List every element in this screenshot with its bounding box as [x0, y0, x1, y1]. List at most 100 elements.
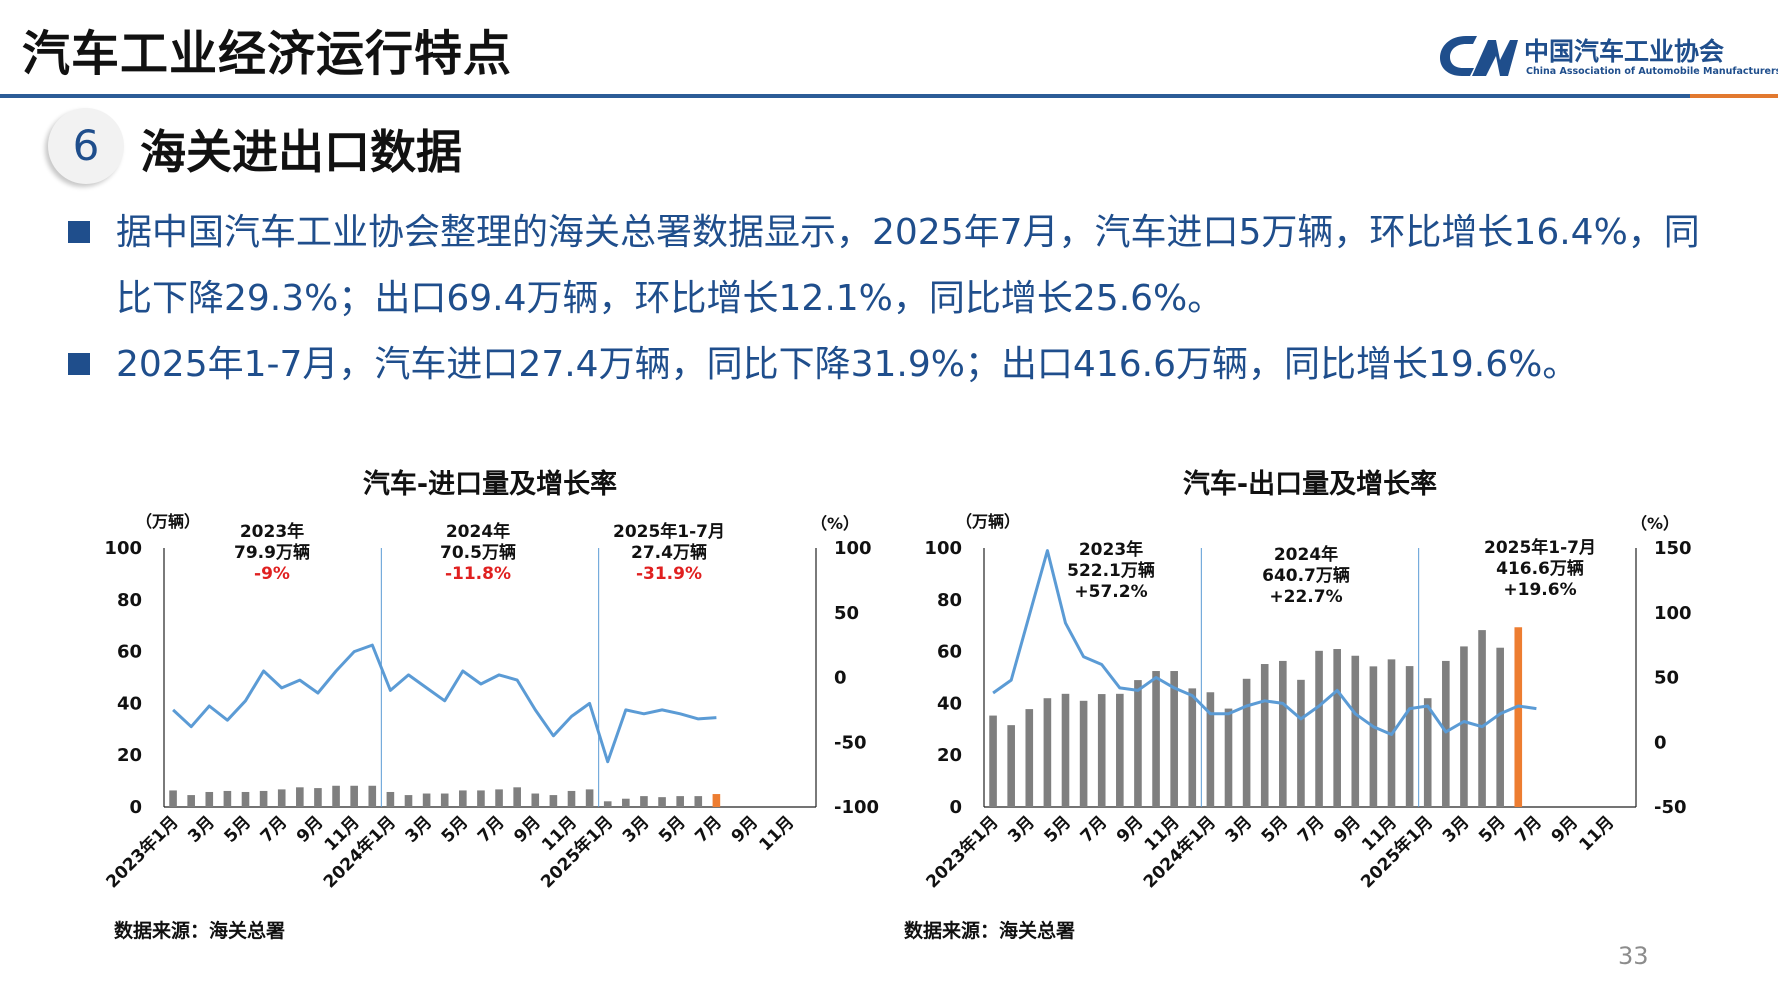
x-tick-label: 7月 [1511, 812, 1546, 847]
annotation-year: 2025年1-7月 [613, 521, 725, 542]
bar [440, 793, 449, 807]
export-chart-svg: 汽车-出口量及增长率 （万辆） （%） 0 20 40 60 80 100 -50 0 50 100 15… [922, 468, 1692, 893]
bar [531, 793, 540, 807]
right-axis-unit: （%） [1631, 514, 1679, 533]
page-title: 汽车工业经济运行特点 [22, 26, 513, 82]
import-chart-svg: 汽车-进口量及增长率 （万辆） （%） 0 20 40 60 80 100 -100 -50 0 50 1… [102, 468, 879, 893]
bar [622, 798, 630, 807]
export-chart-source: 数据来源：海关总署 [904, 920, 1076, 942]
x-tick-label: 5月 [1040, 812, 1075, 847]
x-tick-label: 5月 [655, 812, 690, 847]
caam-logo-icon [1440, 36, 1518, 76]
export-chart: 汽车-出口量及增长率 （万辆） （%） 0 20 40 60 80 100 -50 0 50 100 15… [888, 455, 1708, 955]
bar [658, 797, 666, 807]
bar [694, 796, 703, 807]
bar [1224, 708, 1233, 807]
x-tick-label: 5月 [1475, 812, 1510, 847]
x-tick-label: 7月 [1294, 812, 1329, 847]
x-tick-label: 3月 [1222, 812, 1257, 847]
bar [259, 790, 268, 807]
bar [1116, 693, 1124, 807]
bar [296, 787, 304, 807]
right-tick-label: 150 [1654, 538, 1692, 559]
bar [314, 788, 322, 807]
annotation-volume: 70.5万辆 [440, 542, 516, 563]
logo-name-en: China Association of Automobile Manufact… [1526, 66, 1778, 77]
import-chart: 汽车-进口量及增长率 （万辆） （%） 0 20 40 60 80 100 -100 -50 0 50 1… [72, 455, 892, 955]
bar [640, 796, 648, 807]
bar [1061, 693, 1070, 807]
left-axis-unit: （万辆） [956, 512, 1020, 531]
bar [1514, 627, 1523, 807]
bullet-text: 2025年1-7月，汽车进口27.4万辆，同比下降31.9%；出口416.6万辆… [116, 344, 1579, 385]
bar [676, 796, 684, 807]
bar [1043, 698, 1052, 807]
x-tick-label: 11月 [755, 812, 798, 855]
right-tick-label: 50 [834, 603, 859, 624]
bar [1170, 671, 1178, 807]
bar [422, 793, 431, 807]
left-tick-label: 20 [937, 745, 962, 766]
bar [223, 790, 232, 807]
bar [205, 791, 214, 807]
left-axis-unit: （万辆） [136, 512, 200, 531]
annotation-year: 2024年 [1274, 544, 1338, 565]
left-tick-label: 60 [937, 642, 962, 663]
bar [1025, 709, 1034, 807]
bar [386, 791, 395, 807]
section-number: 6 [48, 108, 124, 184]
bar [549, 795, 558, 807]
x-tick-label: 3月 [1004, 812, 1039, 847]
bullet-item: 2025年1-7月，汽车进口27.4万辆，同比下降31.9%；出口416.6万辆… [68, 332, 1728, 398]
right-tick-label: -100 [834, 797, 879, 818]
annotation-volume: 640.7万辆 [1262, 565, 1350, 586]
bar [513, 787, 521, 807]
growth-rate-line [992, 549, 1537, 736]
bar [567, 790, 576, 807]
annotation-year: 2023年 [240, 521, 304, 542]
x-tick-label: 2023年1月 [102, 812, 183, 893]
x-tick-label: 3月 [1439, 812, 1474, 847]
right-tick-label: -50 [834, 732, 867, 753]
logo-name-cn: 中国汽车工业协会 [1524, 37, 1725, 66]
bar [1242, 678, 1251, 807]
annotation-growth: -31.9% [636, 564, 702, 584]
left-tick-label: 80 [117, 590, 142, 611]
bar [241, 791, 250, 807]
bar [1496, 647, 1504, 807]
bar [459, 790, 467, 807]
annotation-growth: +19.6% [1503, 580, 1576, 600]
bar [477, 790, 485, 807]
x-tick-label: 2023年1月 [922, 812, 1003, 893]
bar [1315, 650, 1323, 807]
bar [1079, 700, 1088, 807]
bullet-square-icon [68, 221, 90, 243]
right-tick-label: 0 [1654, 732, 1667, 753]
x-tick-label: 3月 [184, 812, 219, 847]
x-tick-label: 7月 [691, 812, 726, 847]
bar [1134, 680, 1142, 807]
x-tick-label: 3月 [402, 812, 437, 847]
header-rule [0, 94, 1690, 98]
annotation-year: 2025年1-7月 [1484, 537, 1596, 558]
bar [495, 789, 503, 807]
chart-title: 汽车-进口量及增长率 [363, 468, 617, 500]
bar [989, 715, 997, 807]
bar [1442, 660, 1450, 807]
left-tick-label: 100 [924, 538, 962, 559]
annotation-year: 2023年 [1079, 539, 1143, 560]
x-tick-label: 11月 [1575, 812, 1618, 855]
right-tick-label: 100 [834, 538, 872, 559]
annotation-growth: +22.7% [1269, 587, 1342, 607]
left-tick-label: 60 [117, 642, 142, 663]
chart-title: 汽车-出口量及增长率 [1183, 468, 1437, 500]
right-axis-unit: （%） [811, 514, 859, 533]
left-tick-label: 20 [117, 745, 142, 766]
annotation-volume: 27.4万辆 [631, 542, 707, 563]
bar [1460, 646, 1468, 807]
bullet-list: 据中国汽车工业协会整理的海关总署数据显示，2025年7月，汽车进口5万辆，环比增… [68, 200, 1728, 398]
bullet-square-icon [68, 353, 90, 375]
bar [712, 794, 721, 807]
bar [1351, 655, 1360, 807]
growth-rate-line [172, 643, 717, 764]
